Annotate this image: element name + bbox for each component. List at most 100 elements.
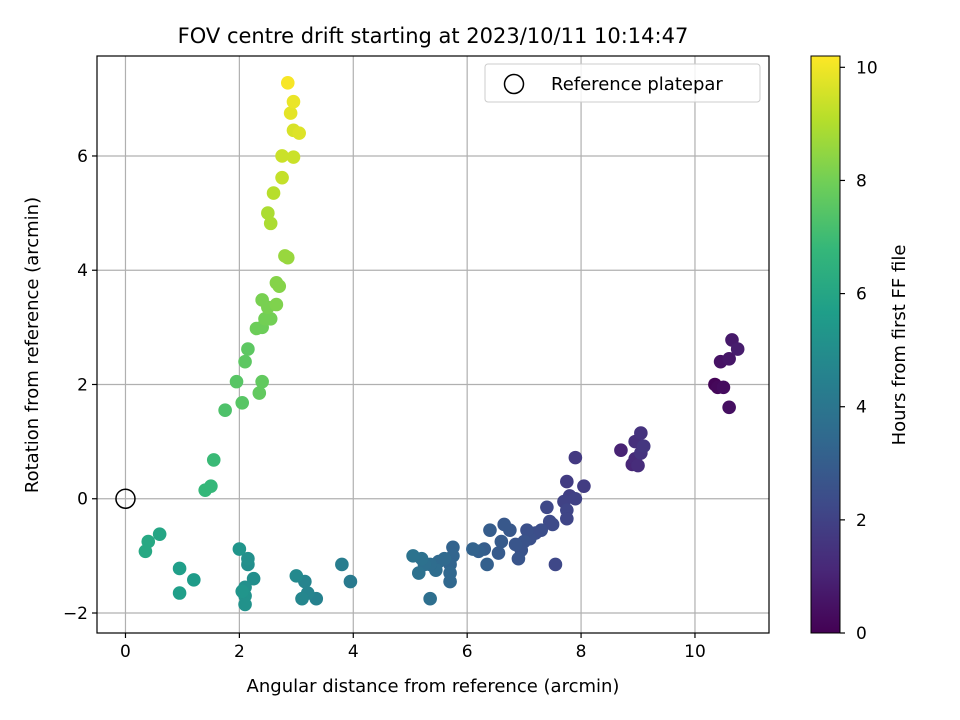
- reference-marker: [115, 488, 136, 509]
- scatter-point: [545, 517, 560, 532]
- grid: [97, 56, 769, 633]
- scatter-point: [275, 170, 289, 185]
- x-tick-label: 2: [234, 642, 245, 662]
- x-tick-label: 6: [462, 642, 473, 662]
- scatter-point: [272, 279, 287, 294]
- scatter-point: [423, 591, 437, 606]
- scatter-point: [636, 439, 651, 453]
- scatter-point: [295, 591, 309, 606]
- scatter-point: [283, 106, 298, 120]
- scatter-point: [269, 297, 284, 312]
- scatter-point: [289, 569, 304, 583]
- legend-box: [484, 63, 761, 103]
- colorbar-tick-label: 8: [856, 171, 867, 191]
- scatter-point: [335, 557, 349, 572]
- scatter-point: [568, 450, 583, 465]
- x-tick-label: 4: [348, 642, 359, 662]
- scatter-point: [241, 342, 255, 356]
- scatter-point: [466, 542, 480, 556]
- scatter-point: [730, 342, 745, 356]
- legend: Reference platepar: [484, 63, 761, 103]
- scatter-point: [235, 584, 250, 599]
- x-axis-ticks: 0 2 4 6 8 10: [120, 633, 706, 662]
- scatter-point: [292, 126, 306, 140]
- y-tick-label: −2: [63, 604, 88, 624]
- scatter-point: [716, 380, 731, 395]
- scatter-point: [406, 549, 420, 563]
- scatter-point: [286, 94, 301, 109]
- scatter-point: [540, 500, 554, 515]
- scatter-point: [483, 523, 497, 537]
- scatter-point: [411, 566, 426, 580]
- scatter-point: [204, 479, 218, 493]
- scatter-point: [275, 149, 289, 163]
- colorbar-tick-label: 2: [856, 511, 867, 531]
- scatter-point: [172, 561, 187, 576]
- x-tick-label: 8: [576, 642, 587, 662]
- scatter-point: [266, 186, 281, 200]
- x-tick-label: 10: [684, 642, 706, 662]
- colorbar: 0 2 4 6 8 10 Hours from first FF file: [810, 55, 910, 644]
- scatter-point: [235, 395, 250, 410]
- scatter-point: [280, 76, 295, 90]
- legend-marker-icon: [503, 73, 525, 95]
- scatter-point: [568, 491, 583, 506]
- colorbar-bar: [810, 55, 841, 634]
- scatter-point: [511, 551, 526, 566]
- scatter-point: [280, 250, 295, 265]
- colorbar-ticks: 0 2 4 6 8 10: [840, 58, 878, 644]
- scatter-point: [722, 400, 736, 415]
- scatter-point: [238, 354, 252, 369]
- scatter-point: [255, 374, 269, 389]
- scatter-point: [560, 474, 574, 489]
- scatter-point: [238, 597, 252, 612]
- scatter-point: [172, 586, 187, 600]
- colorbar-tick-label: 10: [856, 58, 878, 78]
- reference-platepar-marker: [115, 488, 136, 509]
- scatter-point: [261, 206, 275, 220]
- y-tick-label: 2: [77, 375, 88, 395]
- scatter-point: [229, 374, 244, 389]
- scatter-point: [263, 216, 278, 231]
- colorbar-label: Hours from first FF file: [889, 245, 910, 446]
- scatter-point: [252, 386, 267, 400]
- scatter-point: [480, 557, 494, 572]
- scatter-point: [548, 557, 563, 572]
- scatter-point: [232, 542, 247, 556]
- y-tick-label: 4: [77, 261, 88, 281]
- scatter-point: [443, 574, 457, 589]
- scatter-point: [508, 537, 523, 552]
- y-tick-label: 6: [77, 147, 88, 167]
- scatter-point: [263, 311, 278, 326]
- scatter-point: [206, 453, 221, 467]
- scatter-point: [343, 574, 358, 589]
- scatter-points: [138, 76, 745, 612]
- scatter-point: [246, 571, 261, 586]
- legend-entry-reference: Reference platepar: [551, 74, 723, 95]
- scatter-point: [722, 351, 736, 366]
- scatter-point: [241, 551, 255, 566]
- scatter-point: [634, 426, 648, 440]
- colorbar-tick-label: 0: [856, 624, 867, 644]
- x-axis-label: Angular distance from reference (arcmin): [247, 676, 620, 697]
- scatter-point: [577, 479, 591, 493]
- scatter-point: [497, 517, 511, 532]
- y-axis-label: Rotation from reference (arcmin): [22, 197, 43, 493]
- y-axis-ticks: −2 0 2 4 6: [63, 147, 97, 624]
- colorbar-tick-label: 6: [856, 285, 867, 305]
- scatter-point: [286, 150, 301, 164]
- scatter-point: [218, 403, 232, 417]
- scatter-point: [138, 544, 153, 559]
- scatter-point: [491, 546, 506, 560]
- scatter-point: [614, 443, 628, 457]
- scatter-point: [187, 573, 201, 587]
- scatter-point: [152, 527, 167, 541]
- chart-title: FOV centre drift starting at 2023/10/11 …: [178, 24, 689, 48]
- scatter-point: [560, 511, 574, 526]
- x-tick-label: 0: [120, 642, 131, 662]
- colorbar-tick-label: 4: [856, 398, 867, 418]
- scatter-point: [631, 458, 645, 473]
- scatter-point: [520, 523, 534, 537]
- y-tick-label: 0: [77, 490, 88, 510]
